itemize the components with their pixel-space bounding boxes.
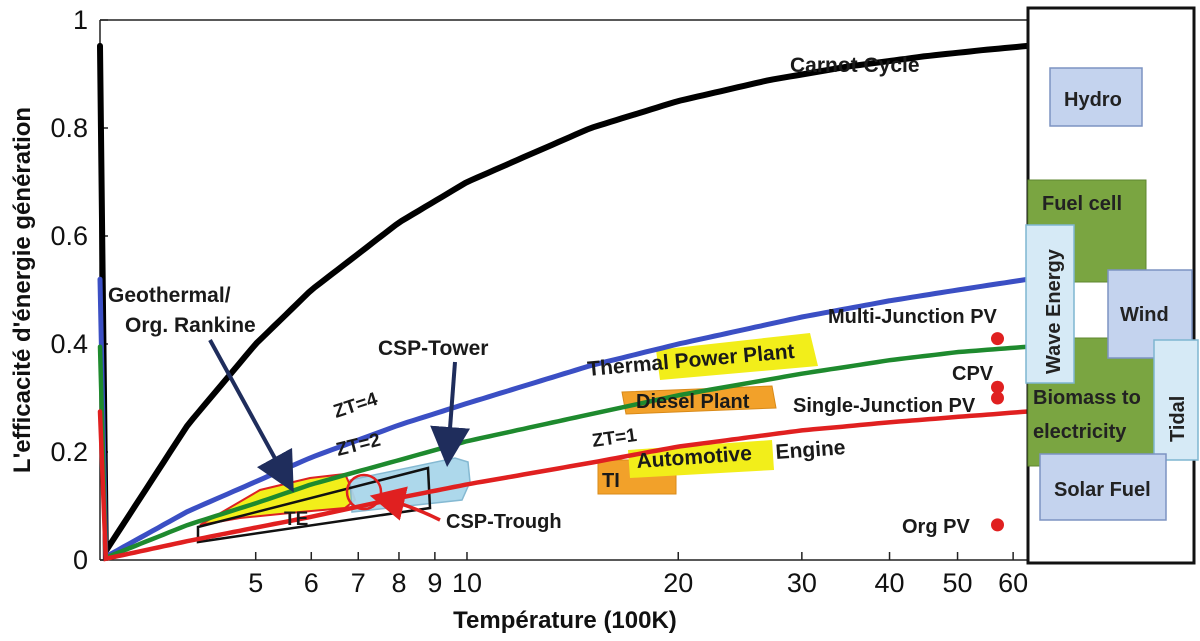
x-tick-label: 10 xyxy=(452,568,482,598)
wind-label: Wind xyxy=(1120,304,1169,326)
x-tick-label: 40 xyxy=(875,568,905,598)
y-tick-label: 0.4 xyxy=(50,329,88,359)
label-single-junction-pv: Single-Junction PV xyxy=(793,395,976,417)
thermal-power-plant-highlight xyxy=(656,333,818,380)
wave-energy-label: Wave Energy xyxy=(1043,248,1065,374)
tidal-box xyxy=(1153,339,1199,461)
fuel-cell-label: Fuel cell xyxy=(1042,193,1122,215)
label-ti: TI xyxy=(602,470,620,492)
y-tick-label: 1 xyxy=(73,5,88,35)
label-te: TE xyxy=(284,509,308,530)
csp-trough-arrow xyxy=(369,486,441,522)
label-zt4: ZT=4 xyxy=(331,389,381,423)
x-tick-label: 30 xyxy=(787,568,817,598)
series-line-zt-1 xyxy=(97,409,1031,562)
hydro-label: Hydro xyxy=(1064,89,1122,111)
label-csp-trough: CSP-Trough xyxy=(446,511,562,533)
solar-fuel-box xyxy=(1039,453,1167,521)
label-carnot: Carnot Cycle xyxy=(790,54,920,77)
y-tick-label: 0 xyxy=(73,545,88,575)
series-line-zt-4 xyxy=(97,276,1031,561)
y-axis-title: L'efficacité d'énergie génération xyxy=(9,107,36,473)
x-tick-label: 9 xyxy=(427,568,442,598)
x-tick-label: 8 xyxy=(391,568,406,598)
x-tick-label: 6 xyxy=(304,568,319,598)
label-zt1: ZT=1 xyxy=(591,425,639,452)
biomass-label-2: electricity xyxy=(1033,421,1127,443)
solar-fuel-label: Solar Fuel xyxy=(1054,479,1151,501)
hydro-box xyxy=(1049,67,1143,127)
x-tick-label: 60 xyxy=(998,568,1028,598)
data-point-single-junction-pv xyxy=(991,391,1004,405)
series-line-zt-2 xyxy=(97,344,1031,561)
csp-tower-arrow xyxy=(430,361,471,467)
x-tick-label: 5 xyxy=(248,568,263,598)
data-point-cpv xyxy=(991,380,1004,394)
label-org-rankine: Org. Rankine xyxy=(125,314,256,337)
label-zt2: ZT=2 xyxy=(334,430,383,461)
geothermal-region xyxy=(199,472,357,526)
data-point-multi-junction-pv xyxy=(991,332,1004,346)
series-line-carnot-cycle xyxy=(97,42,1031,562)
data-point-org-pv xyxy=(991,518,1004,532)
y-tick-label: 0.2 xyxy=(50,437,88,467)
label-csp-tower: CSP-Tower xyxy=(378,337,488,360)
label-multi-junction-pv: Multi-Junction PV xyxy=(828,306,998,328)
x-tick-label: 7 xyxy=(351,568,366,598)
y-tick-label: 0.8 xyxy=(50,113,88,143)
label-org-pv: Org PV xyxy=(902,516,970,538)
label-diesel-plant: Diesel Plant xyxy=(636,391,750,413)
x-tick-label: 50 xyxy=(943,568,973,598)
biomass-label-1: Biomass to xyxy=(1033,387,1141,409)
x-tick-label: 20 xyxy=(663,568,693,598)
geothermal-arrow xyxy=(208,339,294,493)
x-axis-title: Température (100K) xyxy=(453,607,677,634)
wave-energy-box xyxy=(1025,224,1075,384)
label-cpv: CPV xyxy=(952,363,994,385)
tidal-label: Tidal xyxy=(1167,396,1189,442)
y-tick-label: 0.6 xyxy=(50,221,88,251)
label-engine: Engine xyxy=(775,436,846,464)
label-geothermal: Geothermal/ xyxy=(108,284,231,307)
